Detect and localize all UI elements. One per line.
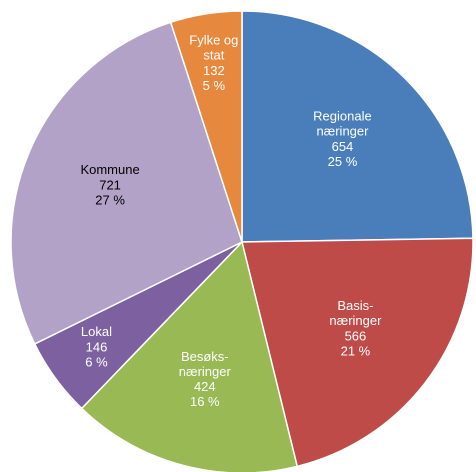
- value-label: 566: [345, 328, 367, 343]
- percent-label: 16 %: [190, 394, 220, 409]
- pie-slice: [241, 237, 474, 468]
- percent-label: 21 %: [341, 343, 371, 358]
- value-label: 424: [194, 379, 216, 394]
- category-label: Basis-næringer: [329, 298, 382, 328]
- pie-slice: [169, 10, 243, 243]
- category-label: Kommune: [80, 163, 139, 178]
- value-label: 132: [203, 63, 225, 78]
- percent-label: 5 %: [203, 78, 226, 93]
- category-label: Fylke og stat: [189, 33, 238, 63]
- category-label: Regionale næringer: [313, 109, 372, 139]
- category-label: Lokal: [81, 325, 112, 340]
- category-label: Besøks-næringer: [179, 349, 232, 379]
- value-label: 146: [86, 340, 108, 355]
- value-label: 654: [332, 139, 354, 154]
- pie-slice: [10, 21, 243, 345]
- value-label: 721: [99, 178, 121, 193]
- percent-label: 6 %: [85, 355, 108, 370]
- percent-label: 25 %: [328, 154, 358, 169]
- percent-label: 27 %: [95, 193, 125, 208]
- pie-slice: [241, 10, 474, 243]
- pie-slice: [80, 240, 299, 472]
